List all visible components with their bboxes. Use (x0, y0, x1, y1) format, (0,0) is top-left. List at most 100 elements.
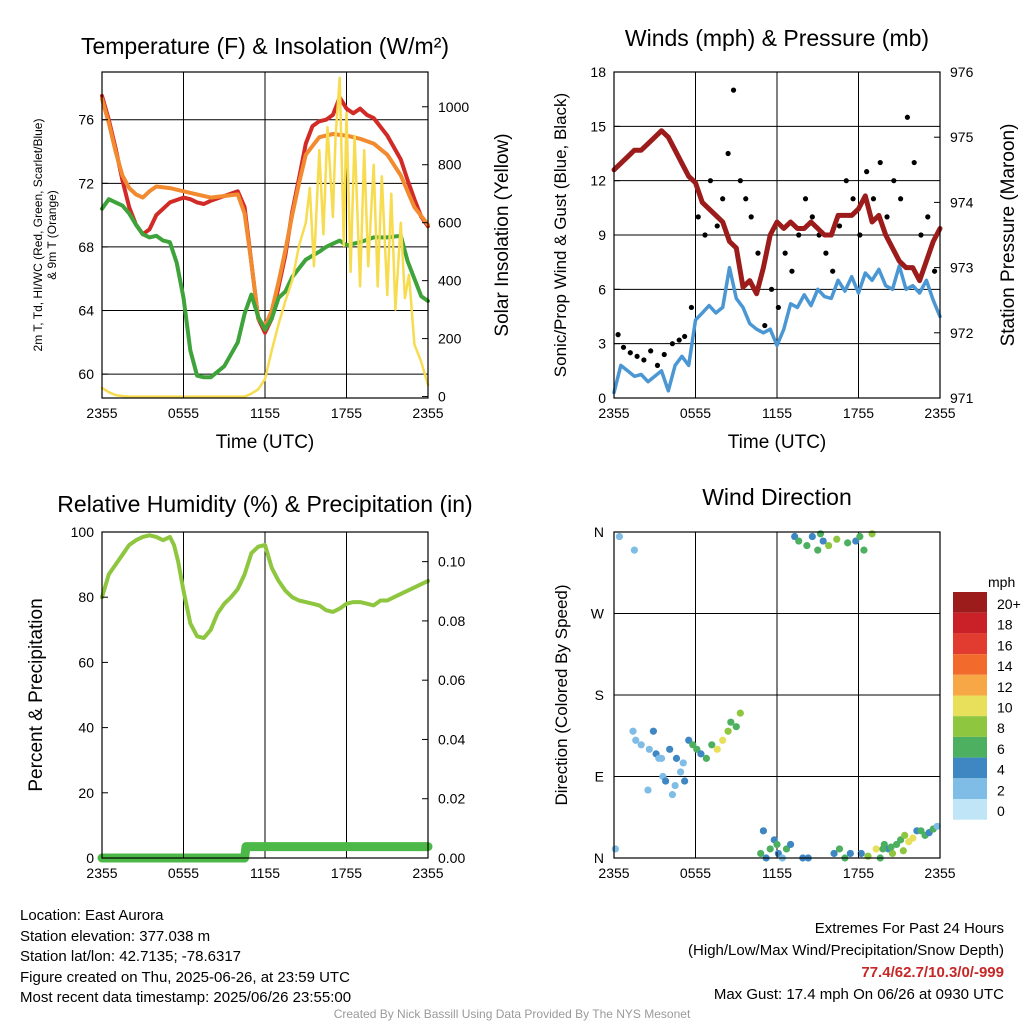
direction-point (676, 768, 685, 776)
chart-title: Wind Direction (702, 484, 852, 510)
series-td (100, 197, 430, 380)
direction-point (825, 541, 833, 550)
direction-point (724, 727, 732, 735)
direction-point (844, 539, 852, 547)
gust-point (661, 351, 667, 358)
legend-swatch (953, 736, 987, 758)
direction-point (668, 791, 677, 799)
legend-label: 8 (997, 720, 1005, 736)
legend-label: 14 (997, 658, 1013, 674)
direction-point (637, 741, 645, 749)
direction-point (860, 546, 868, 554)
series-wind (612, 264, 942, 395)
y-tick-label: 60 (78, 654, 94, 670)
gust-point (641, 357, 647, 363)
direction-point (727, 718, 735, 726)
chart-title: Temperature (F) & Insolation (W/m²) (81, 33, 449, 59)
gust-point (748, 214, 754, 220)
direction-point (757, 849, 765, 858)
y-tick-label: 72 (78, 175, 94, 191)
direction-point (679, 759, 687, 767)
y-tick-label: S (595, 687, 604, 703)
legend-swatch (953, 633, 987, 655)
gust-point (877, 159, 883, 166)
direction-point (666, 745, 674, 753)
y-tick-label-right: 0.06 (438, 672, 465, 688)
gust-point (850, 196, 856, 202)
direction-point (857, 849, 865, 858)
series-rh (100, 533, 430, 640)
y-tick-label: 9 (598, 227, 606, 243)
y-tick-label: 40 (78, 720, 94, 736)
direction-point (808, 532, 816, 541)
direction-point (630, 546, 638, 554)
gust-point (714, 223, 720, 229)
y-tick-label: N (594, 850, 604, 866)
gust-point (730, 87, 737, 93)
gust-point (762, 322, 768, 329)
gust-point (836, 223, 843, 229)
y-tick-label-right: 974 (950, 194, 974, 210)
x-tick-label: 2355 (924, 865, 955, 881)
station-info: Location: East Aurora Station elevation:… (20, 906, 351, 1009)
extremes-subtitle: (High/Low/Max Wind/Precipitation/Snow De… (688, 942, 1004, 959)
direction-point (795, 537, 803, 545)
x-tick-label: 2355 (598, 865, 629, 881)
series-pressure (611, 128, 943, 297)
legend-label: 6 (997, 741, 1005, 757)
y-tick-label: 64 (78, 303, 94, 319)
recent-timestamp: Most recent data timestamp: 2025/06/26 2… (20, 989, 352, 1006)
direction-point (909, 834, 917, 842)
gust-point (925, 214, 931, 220)
series-9m-t (100, 97, 430, 329)
gust-point (796, 232, 802, 238)
gust-point (707, 178, 714, 184)
direction-point (833, 535, 841, 543)
direction-point (887, 843, 895, 851)
gust-point (695, 214, 701, 220)
y-tick-label: W (591, 606, 605, 622)
legend-swatch (953, 592, 987, 613)
gust-point (870, 196, 877, 202)
legend-swatch (953, 799, 987, 820)
gust-point (725, 150, 731, 157)
gust-point (676, 337, 682, 343)
gust-point (669, 341, 676, 347)
x-tick-label: 0555 (680, 405, 711, 421)
gust-point (627, 350, 633, 356)
gust-point (918, 232, 924, 238)
y-tick-label-right: 971 (950, 390, 974, 406)
y-tick-label-right: 200 (438, 331, 462, 347)
x-axis-label: Time (UTC) (216, 432, 315, 453)
gust-point (702, 232, 708, 238)
extremes-panel: Extremes For Past 24 Hours (High/Low/Max… (688, 918, 1004, 1006)
gust-point (830, 268, 836, 274)
direction-point (611, 845, 619, 853)
max-gust: Max Gust: 17.4 mph On 06/26 at 0930 UTC (713, 986, 1004, 1003)
gust-point (864, 169, 870, 175)
direction-point (814, 546, 822, 554)
gust-point (755, 250, 761, 256)
gust-point (884, 214, 890, 220)
y-tick-label: 0 (598, 390, 606, 406)
y-tick-label: 100 (71, 524, 95, 540)
direction-point (933, 822, 941, 830)
chart-panel-2: 2355 0555 1155 1755 235503691215189719729739… (551, 25, 1019, 453)
x-tick-label: 1155 (762, 865, 792, 881)
direction-point (645, 745, 653, 753)
x-axis-label: Time (UTC) (728, 432, 827, 453)
y-tick-label: 6 (598, 281, 606, 297)
direction-point (816, 530, 825, 538)
legend-label: 2 (997, 782, 1005, 798)
direction-point (888, 849, 897, 858)
direction-point (644, 786, 652, 794)
gust-point (615, 332, 621, 338)
gust-point (737, 178, 743, 184)
x-tick-label: 2355 (86, 865, 117, 881)
direction-point (856, 532, 864, 541)
legend-label: 18 (997, 617, 1013, 633)
x-tick-label: 2355 (924, 405, 955, 421)
gust-point (898, 196, 904, 202)
direction-point (830, 849, 838, 858)
